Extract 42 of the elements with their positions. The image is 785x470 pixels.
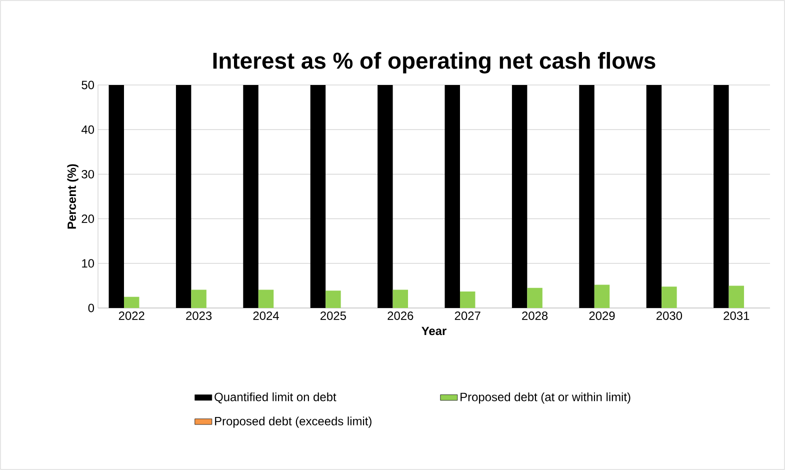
bar bbox=[326, 290, 341, 308]
bar bbox=[310, 84, 326, 308]
bar bbox=[392, 290, 408, 308]
bar bbox=[512, 84, 528, 308]
x-tick-label: 2030 bbox=[656, 312, 682, 320]
y-tick-label: 0 bbox=[88, 304, 94, 312]
bar bbox=[646, 84, 662, 308]
bar bbox=[176, 84, 192, 308]
x-tick-label: 2023 bbox=[186, 312, 212, 320]
x-tick-label: 2022 bbox=[118, 312, 144, 320]
x-tick-label: 2027 bbox=[454, 312, 480, 320]
bar bbox=[527, 288, 542, 308]
bar bbox=[108, 84, 124, 308]
x-tick-label: 2025 bbox=[320, 312, 346, 320]
bar bbox=[258, 290, 274, 308]
x-tick-label: 2026 bbox=[388, 312, 414, 320]
bar bbox=[714, 84, 729, 308]
bar bbox=[594, 284, 610, 308]
bar bbox=[124, 296, 140, 308]
bar bbox=[444, 84, 460, 308]
bar bbox=[662, 286, 677, 308]
y-tick-label: 40 bbox=[81, 125, 94, 134]
y-tick-label: 30 bbox=[82, 170, 94, 178]
bar bbox=[191, 290, 206, 308]
x-tick-label: 2028 bbox=[522, 312, 548, 320]
bar bbox=[243, 84, 258, 308]
y-tick-label: 20 bbox=[82, 214, 94, 224]
legend-label: Proposed debt (exceeds limit) bbox=[215, 416, 372, 428]
chart-title: Interest as % of operating net cash flows bbox=[213, 52, 656, 74]
bar bbox=[579, 84, 594, 308]
x-tick-label: 2024 bbox=[253, 312, 279, 320]
y-tick-label: 50 bbox=[82, 80, 94, 90]
bar bbox=[728, 286, 744, 308]
x-tick-label: 2029 bbox=[589, 312, 615, 320]
legend-label: Quantified limit on debt bbox=[214, 392, 336, 404]
x-axis-title: Year bbox=[422, 326, 446, 336]
bar bbox=[460, 291, 476, 308]
x-tick-label: 2031 bbox=[724, 312, 750, 320]
y-axis-title: Percent (%) bbox=[67, 164, 78, 229]
y-tick-label: 10 bbox=[82, 259, 94, 268]
legend-label: Proposed debt (at or within limit) bbox=[460, 392, 630, 404]
bar bbox=[378, 84, 393, 308]
